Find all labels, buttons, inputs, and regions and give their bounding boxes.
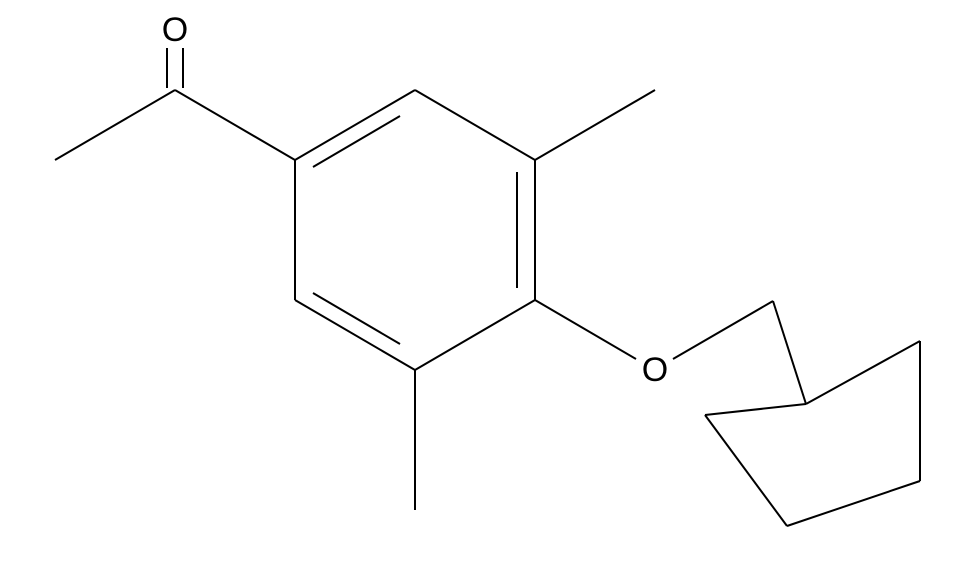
- bond-cp-3: [787, 481, 920, 526]
- bond-c6-me: [535, 90, 655, 160]
- bond-cp-1: [806, 341, 920, 404]
- atom-o-carbonyl: O: [162, 11, 188, 49]
- bond-o12-c13: [673, 301, 773, 359]
- atom-o-ether: O: [642, 351, 668, 389]
- bond-cp-5: [705, 404, 806, 415]
- bond-cp-4: [705, 415, 787, 526]
- bond-c4-c5: [295, 90, 415, 160]
- bond-c13-c14: [773, 301, 806, 404]
- bond-c5-c6: [415, 90, 535, 160]
- molecule-diagram: O O: [0, 0, 976, 564]
- bond-c8-c9: [295, 300, 415, 370]
- bond-c1-c2: [55, 90, 175, 160]
- bond-c2-c4: [175, 90, 295, 160]
- bond-c7-c8: [415, 300, 535, 370]
- bond-c7-o12: [535, 300, 636, 359]
